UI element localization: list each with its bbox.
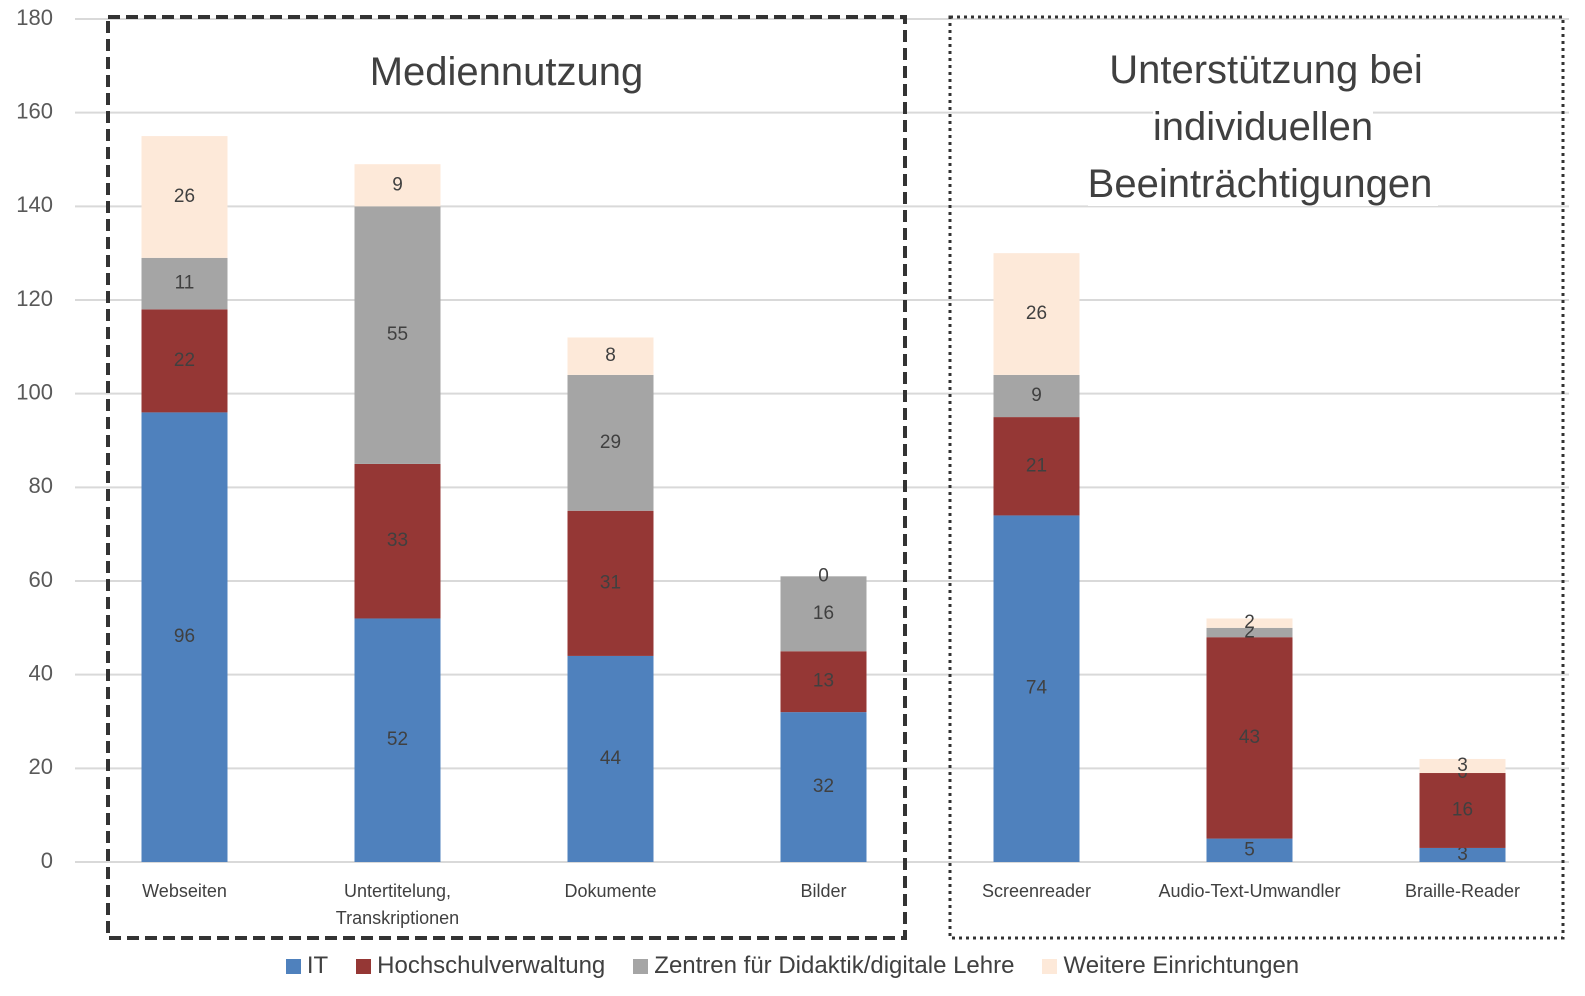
data-label: 43 [1239,727,1260,748]
data-label: 31 [600,572,621,593]
x-tick-label: Braille-Reader [1404,881,1521,901]
y-tick-label: 120 [16,286,53,311]
legend-item: Hochschulverwaltung [356,952,605,980]
y-tick-label: 180 [16,5,53,30]
bar-segment [1206,838,1293,862]
x-tick-label: Audio-Text-Umwandler [1158,881,1341,901]
bar-segment [993,253,1080,375]
data-label: 2 [1244,622,1255,643]
bar-segment [354,164,441,207]
legend-label: IT [306,952,329,979]
data-label: 26 [174,186,195,207]
data-label: 44 [600,748,622,769]
data-label: 8 [605,345,616,366]
bar-segment [1206,627,1293,638]
bar-segment [1419,773,1506,848]
data-label: 9 [1031,385,1042,406]
data-label: 55 [387,324,408,345]
legend-swatch [633,958,649,974]
bar-segment [1419,758,1506,774]
data-label: 33 [387,530,408,551]
legend-item: IT [285,952,329,980]
legend-swatch [1042,958,1058,974]
legend-item: Zentren für Didaktik/digitale Lehre [633,952,1014,980]
data-label: 11 [175,273,195,294]
y-tick-label: 160 [16,98,53,123]
legend-item: Weitere Einrichtungen [1042,952,1299,980]
data-label: 5 [1244,839,1255,860]
legend-label: Zentren für Didaktik/digitale Lehre [654,952,1015,979]
data-label: 16 [1452,799,1473,820]
y-tick-label: 60 [29,567,53,592]
data-label: 22 [174,350,195,371]
group-title: Unterstützung bei individuellen Beeinträ… [1060,42,1466,213]
legend-swatch [356,958,372,974]
legend-label: Hochschulverwaltung [377,952,606,979]
x-tick-label: Untertitelung, Transkriptionen [335,881,460,928]
data-label: 16 [813,603,834,624]
data-label: 96 [174,626,195,647]
data-label: 3 [1457,844,1468,865]
bar-segment [567,337,654,375]
bar-segment [141,136,228,258]
bar-segment [1419,847,1506,862]
bar-segment [567,510,654,656]
legend-swatch [285,958,301,974]
group-frame [106,15,907,940]
data-label: 74 [1026,678,1048,699]
bar-segment [993,515,1080,862]
data-label: 0 [818,565,829,586]
bar-segment [1206,618,1293,628]
data-label: 29 [600,432,621,453]
bar-segment [1206,637,1293,839]
group-title-text: Mediennutzung [363,50,650,94]
data-label: 32 [813,776,834,797]
data-label: 26 [1026,303,1047,324]
group-frame [948,15,1565,940]
data-label: 9 [392,174,403,195]
y-tick-label: 20 [29,754,53,779]
bar-segment [780,712,867,862]
bar-segment [780,576,867,652]
y-tick-label: 40 [29,660,53,685]
bar-segment [141,257,228,310]
bar-segment [354,463,441,619]
bar-segment [567,655,654,862]
x-tick-label: Dokumente [564,881,657,901]
group-title: Mediennutzung [108,44,905,101]
x-tick-label: Webseiten [142,881,227,901]
bar-segment [993,417,1080,516]
bar-segment [354,618,441,862]
x-tick-label: Screenreader [981,881,1092,901]
grid [75,18,1569,863]
data-label: 2 [1244,612,1255,633]
y-tick-label: 100 [16,379,53,404]
bar-segment [567,374,654,511]
bar-segment [141,309,228,413]
legend: IT Hochschulverwaltung Zentren für Didakti… [0,952,1585,980]
data-label: 52 [387,729,408,750]
data-label: 13 [813,671,834,692]
bar-segment [141,412,228,862]
bar-segment [993,374,1080,418]
data-label: 21 [1026,455,1047,476]
bar-segment [780,651,867,713]
y-tick-label: 80 [29,473,53,498]
group-title-text: Unterstützung bei individuellen Beeinträ… [1087,48,1439,206]
y-tick-label: 140 [16,192,53,217]
x-tick-label: Bilder [800,881,847,901]
y-tick-label: 0 [41,848,53,873]
legend-label: Weitere Einrichtungen [1063,952,1300,979]
bar-segment [354,206,441,464]
data-label: 3 [1457,755,1468,776]
